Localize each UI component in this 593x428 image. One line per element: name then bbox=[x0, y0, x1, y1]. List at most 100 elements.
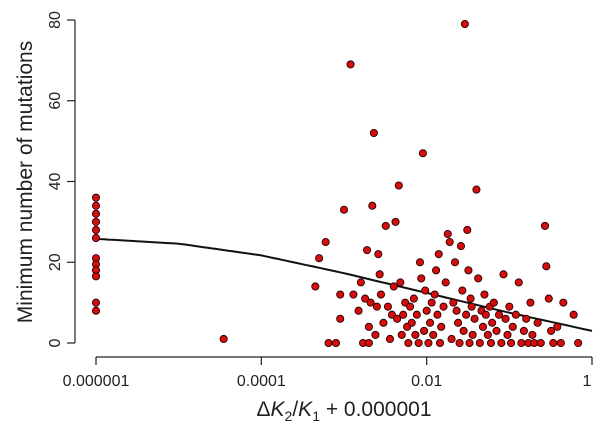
x-axis-title: ΔK2/K1 + 0.000001 bbox=[256, 398, 431, 424]
data-point bbox=[517, 338, 526, 348]
y-tick-label: 80 bbox=[47, 11, 64, 29]
data-point bbox=[412, 310, 421, 319]
data-point bbox=[417, 274, 426, 283]
x-title-sub1: 1 bbox=[312, 408, 320, 424]
data-point bbox=[409, 294, 418, 303]
data-point bbox=[387, 310, 396, 319]
data-point bbox=[424, 338, 433, 348]
y-axis-title: Minimum number of mutations bbox=[14, 41, 37, 323]
data-point bbox=[433, 310, 442, 319]
data-point bbox=[559, 298, 568, 307]
data-point bbox=[553, 322, 562, 331]
data-point bbox=[324, 338, 333, 348]
data-point bbox=[497, 338, 506, 348]
data-point bbox=[536, 338, 545, 348]
data-point bbox=[549, 338, 558, 348]
data-point bbox=[465, 338, 474, 348]
data-point bbox=[492, 326, 501, 335]
data-point bbox=[540, 221, 550, 230]
data-point bbox=[528, 330, 537, 339]
data-point bbox=[472, 185, 481, 194]
data-point bbox=[478, 322, 488, 331]
data-point bbox=[434, 250, 443, 259]
data-point bbox=[376, 290, 386, 299]
data-point bbox=[489, 298, 498, 307]
data-point bbox=[339, 205, 349, 214]
data-point bbox=[454, 318, 463, 327]
data-point bbox=[508, 322, 517, 331]
data-point bbox=[375, 270, 384, 279]
data-point bbox=[439, 302, 448, 311]
data-point bbox=[494, 310, 504, 319]
data-point bbox=[522, 314, 531, 323]
data-point bbox=[455, 338, 464, 348]
data-point bbox=[369, 128, 378, 138]
data-point bbox=[514, 278, 523, 287]
data-point bbox=[393, 314, 402, 323]
data-point bbox=[432, 266, 441, 275]
y-tick-label: 60 bbox=[47, 92, 64, 110]
data-point bbox=[526, 298, 535, 307]
data-point bbox=[364, 322, 373, 331]
x-title-delta: Δ bbox=[256, 398, 270, 421]
data-point bbox=[219, 334, 228, 344]
x-tick-label: 0.01 bbox=[411, 373, 442, 390]
data-point bbox=[385, 334, 395, 344]
data-point bbox=[443, 229, 452, 239]
data-point bbox=[411, 330, 420, 339]
data-point bbox=[91, 193, 101, 202]
x-tick-label: 1 bbox=[583, 373, 592, 390]
data-point bbox=[420, 326, 429, 335]
data-point bbox=[556, 338, 565, 348]
data-point bbox=[379, 318, 388, 327]
data-point bbox=[483, 330, 492, 339]
data-point bbox=[404, 338, 413, 348]
data-point bbox=[354, 306, 363, 315]
data-point bbox=[415, 258, 425, 267]
x-axis: 0.000001 0.0001 0.01 1 bbox=[63, 356, 593, 390]
data-point bbox=[389, 282, 398, 291]
data-point bbox=[505, 302, 514, 311]
data-point bbox=[361, 294, 370, 303]
data-point bbox=[371, 330, 380, 339]
data-point bbox=[507, 338, 516, 348]
data-point bbox=[459, 326, 468, 335]
data-point bbox=[372, 302, 381, 311]
data-point bbox=[468, 330, 477, 339]
data-point bbox=[488, 318, 497, 327]
data-point bbox=[533, 318, 542, 327]
data-point bbox=[467, 302, 476, 311]
data-point bbox=[368, 201, 377, 210]
data-point bbox=[366, 298, 375, 307]
data-point bbox=[466, 294, 475, 303]
data-point bbox=[397, 330, 406, 339]
x-ticks: 0.000001 0.0001 0.01 1 bbox=[63, 357, 593, 390]
data-point bbox=[463, 225, 472, 234]
data-points bbox=[91, 19, 583, 348]
data-point bbox=[91, 298, 101, 307]
data-point bbox=[445, 238, 454, 247]
data-point bbox=[544, 294, 553, 303]
x-title-k1: K bbox=[298, 398, 313, 421]
y-tick-label: 40 bbox=[47, 173, 64, 191]
data-point bbox=[383, 302, 392, 311]
data-point bbox=[336, 290, 345, 299]
data-point bbox=[435, 338, 445, 348]
x-title-slash: / bbox=[292, 398, 298, 421]
data-point bbox=[429, 330, 438, 339]
data-point bbox=[421, 286, 430, 295]
data-point bbox=[427, 298, 436, 307]
data-point bbox=[499, 270, 508, 279]
data-point bbox=[336, 314, 345, 323]
data-point bbox=[547, 326, 556, 335]
data-point bbox=[346, 60, 355, 69]
data-point bbox=[481, 310, 490, 319]
trend-line bbox=[95, 237, 593, 332]
data-point bbox=[362, 246, 372, 255]
data-point bbox=[452, 306, 461, 315]
data-point bbox=[475, 338, 484, 348]
data-point bbox=[91, 233, 101, 243]
data-point bbox=[437, 322, 446, 331]
data-point bbox=[381, 221, 390, 230]
